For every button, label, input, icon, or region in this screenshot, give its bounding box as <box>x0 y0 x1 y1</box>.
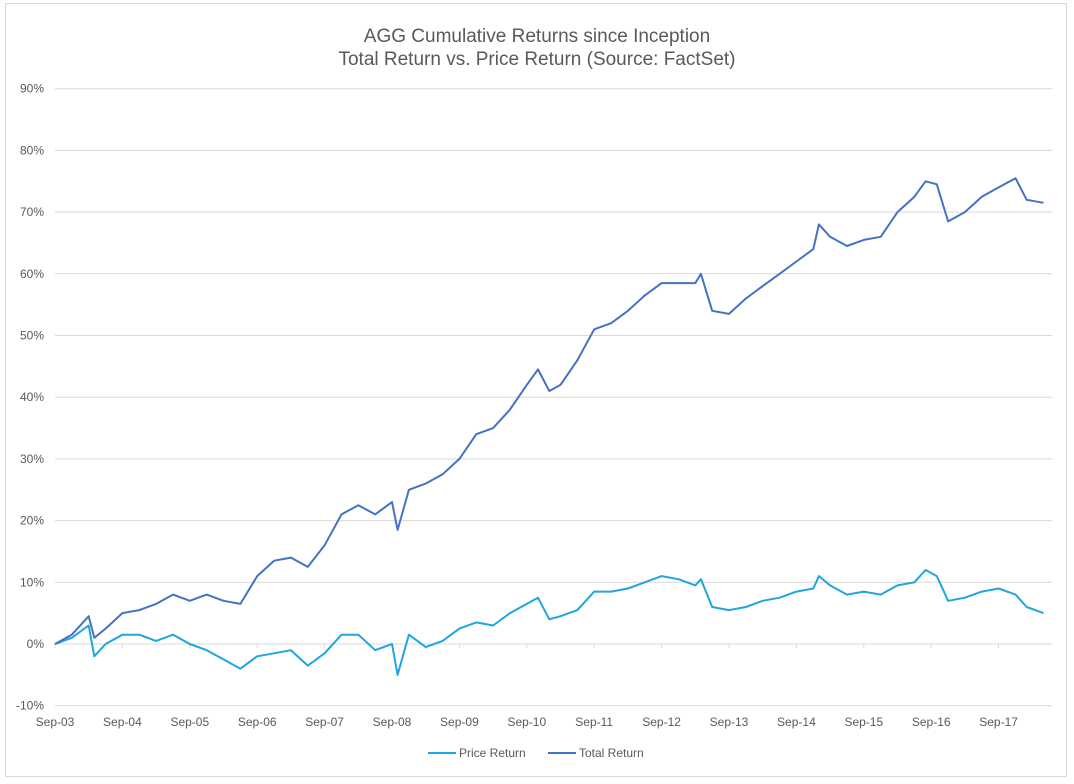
x-tick-label: Sep-13 <box>710 715 749 729</box>
x-tick-label: Sep-15 <box>844 715 883 729</box>
y-tick-label: -10% <box>16 699 44 713</box>
x-tick-label: Sep-07 <box>305 715 344 729</box>
x-tick-label: Sep-03 <box>36 715 75 729</box>
x-tick-label: Sep-17 <box>979 715 1018 729</box>
x-tick-label: Sep-14 <box>777 715 816 729</box>
legend-label: Price Return <box>459 746 526 760</box>
x-tick-label: Sep-06 <box>238 715 277 729</box>
series-line-price-return <box>54 569 1044 676</box>
legend-swatch-total-return <box>548 752 576 754</box>
y-tick-label: 0% <box>27 637 45 651</box>
chart-frame <box>5 3 1067 777</box>
chart-title: AGG Cumulative Returns since Inception <box>363 26 711 47</box>
y-tick-label: 80% <box>20 143 44 157</box>
x-tick-label: Sep-05 <box>170 715 209 729</box>
x-tick-label: Sep-04 <box>103 715 142 729</box>
x-tick-label: Sep-12 <box>642 715 681 729</box>
y-tick-label: 90% <box>20 82 44 96</box>
y-tick-label: 30% <box>20 452 44 466</box>
x-tick-label: Sep-09 <box>440 715 479 729</box>
chart-subtitle: Total Return vs. Price Return (Source: F… <box>338 49 736 70</box>
x-tick-label: Sep-11 <box>575 715 613 729</box>
x-tick-label: Sep-10 <box>507 715 546 729</box>
legend-swatch-price-return <box>428 752 456 754</box>
series-line-total-return <box>54 177 1044 645</box>
legend-item-total-return: Total Return <box>548 746 644 760</box>
x-tick-label: Sep-16 <box>912 715 951 729</box>
legend-item-price-return: Price Return <box>428 746 526 760</box>
y-tick-label: 20% <box>20 514 44 528</box>
y-tick-label: 40% <box>20 390 44 404</box>
y-tick-label: 70% <box>20 205 44 219</box>
x-tick-label: Sep-08 <box>373 715 412 729</box>
y-tick-label: 60% <box>20 267 44 281</box>
y-tick-label: 10% <box>20 575 44 589</box>
y-tick-label: 50% <box>20 329 44 343</box>
legend-label: Total Return <box>579 746 644 760</box>
